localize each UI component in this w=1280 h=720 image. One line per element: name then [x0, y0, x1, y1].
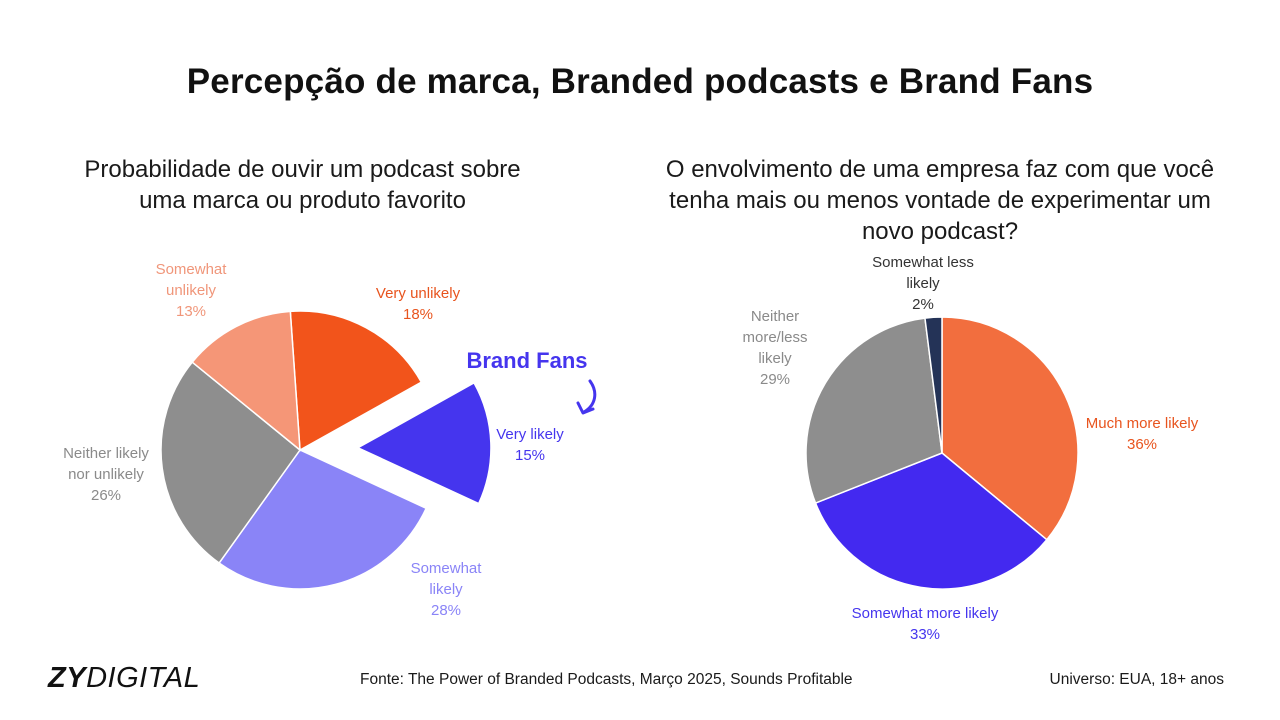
label-somewhat-unlikely: Somewhat unlikely 13%	[156, 261, 228, 320]
left-pie-chart: Very unlikely 18% Very likely 15% Somewhat li…	[63, 261, 564, 619]
arrow-head-icon	[576, 401, 595, 415]
curved-arrow-icon	[582, 379, 597, 414]
label-somewhat-more-likely: Somewhat more likely 33%	[852, 605, 999, 643]
slice-neither-likely-nor-unlikely	[160, 361, 302, 565]
label-very-likely: Very likely 15%	[496, 426, 564, 464]
left-chart-title: Probabilidade de ouvir um podcast sobre …	[84, 156, 521, 214]
zydigital-logo: ZYDIGITAL	[48, 662, 201, 694]
slice-somewhat-more-likely	[814, 452, 1048, 590]
right-pie-chart: Much more likely 36% Somewhat more likely 3…	[742, 254, 1198, 643]
slice-somewhat-less-likely	[924, 316, 943, 454]
right-chart-title: O envolvimento de uma empresa faz com qu…	[665, 156, 1215, 245]
slice-much-more-likely	[941, 316, 1079, 541]
source-note: Fonte: The Power of Branded Podcasts, Ma…	[360, 671, 853, 688]
label-neither-likely-nor-unlikely: Neither likely nor unlikely 26%	[63, 445, 149, 504]
slice-somewhat-unlikely	[191, 310, 301, 452]
label-somewhat-likely: Somewhat likely 28%	[411, 560, 483, 619]
page-title: Percepção de marca, Branded podcasts e B…	[186, 62, 1094, 101]
label-very-unlikely: Very unlikely 18%	[376, 285, 461, 323]
universe-note: Universo: EUA, 18+ anos	[1049, 671, 1224, 688]
brand-fans-label: Brand Fans	[466, 348, 587, 373]
slice-very-unlikely	[289, 310, 423, 452]
slice-very-likely	[356, 381, 492, 505]
brand-fans-annotation: Brand Fans	[466, 348, 597, 415]
slice-somewhat-likely	[218, 449, 428, 590]
label-neither-more-less-likely: Neither more/less likely 29%	[742, 308, 807, 388]
slice-neither-more-less-likely	[805, 317, 943, 505]
label-somewhat-less-likely: Somewhat less likely 2%	[872, 254, 974, 313]
label-much-more-likely: Much more likely 36%	[1086, 415, 1199, 453]
